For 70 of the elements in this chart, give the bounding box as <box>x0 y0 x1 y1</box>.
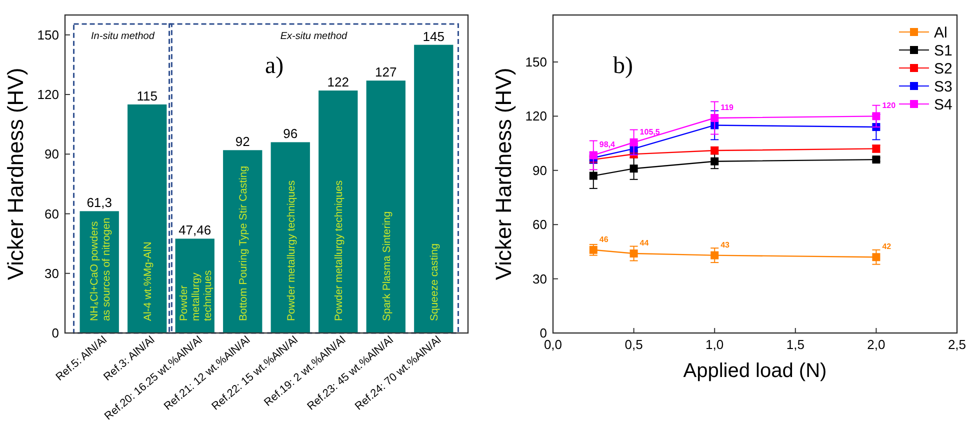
x-tick-label: 1,0 <box>706 337 724 352</box>
annotation: Bottom Pouring Type Stir Casting <box>238 166 250 321</box>
x-tick-label: 0,5 <box>624 337 643 352</box>
data-label: 43 <box>720 240 730 250</box>
bar <box>318 90 358 333</box>
legend-label: S3 <box>934 78 952 96</box>
y-axis-title: Vicker Hardness (HV) <box>491 68 516 280</box>
data-label: 127 <box>375 64 397 80</box>
point <box>589 151 598 160</box>
bar <box>414 44 454 333</box>
x-tick-label: 2,0 <box>867 337 886 352</box>
y-tick-label: 150 <box>37 27 59 42</box>
bar <box>223 150 262 333</box>
y-tick-label: 30 <box>532 271 547 286</box>
data-label: 98,4 <box>599 140 616 150</box>
point <box>710 114 719 122</box>
data-label: 120 <box>882 101 896 110</box>
y-tick-label: 120 <box>37 87 59 102</box>
point <box>630 164 638 173</box>
annotation: Powder metallurgy techniques <box>285 180 298 321</box>
y-tick-label: 120 <box>525 108 547 124</box>
x-tick-label: 2,5 <box>948 337 966 352</box>
annotation: Spark Plasma Sintering <box>380 211 393 321</box>
y-axis-title: Vicker Hardness (HV) <box>3 68 28 280</box>
y-tick-label: 90 <box>532 162 547 178</box>
annotation: Powder metallurgy techniques <box>178 270 214 321</box>
point <box>710 251 719 260</box>
annotation: Ex-situ method <box>280 31 348 42</box>
legend-label: Al <box>934 24 948 42</box>
y-tick-label: 30 <box>44 266 59 281</box>
annotation: In-situ method <box>91 31 155 42</box>
data-label: 119 <box>720 102 734 112</box>
data-label: 96 <box>283 126 298 142</box>
annotation: Powder metallurgy techniques <box>333 180 346 321</box>
y-tick-label: 90 <box>44 146 59 162</box>
data-label: 42 <box>882 242 892 252</box>
annotation: Al-4 wt.%Mg-AlN <box>142 242 154 321</box>
data-label: 92 <box>235 134 250 150</box>
legend-label: S1 <box>934 42 952 60</box>
legend-label: S2 <box>934 60 952 78</box>
data-label: 145 <box>422 28 444 44</box>
data-label: 115 <box>136 88 158 104</box>
y-tick-label: 150 <box>525 54 547 70</box>
point <box>589 246 598 254</box>
data-label: 47,46 <box>178 222 212 238</box>
x-tick-label: 1,5 <box>786 337 804 352</box>
annotation: Squeeze casting <box>428 243 441 321</box>
bar <box>270 142 310 333</box>
data-label: 122 <box>327 74 349 90</box>
bar <box>366 80 406 333</box>
point <box>710 157 719 166</box>
y-tick-label: 60 <box>44 206 59 222</box>
point <box>630 138 638 146</box>
point <box>872 253 880 262</box>
annotation: NH₄Cl+CaO powders as sources of nitrogen <box>88 218 112 321</box>
point <box>872 156 880 164</box>
point <box>872 112 880 120</box>
data-label: 46 <box>599 234 609 244</box>
point <box>630 250 638 258</box>
y-tick-label: 60 <box>532 217 547 232</box>
annotation: a) <box>265 53 284 79</box>
point <box>589 172 598 180</box>
x-axis-title: Applied load (N) <box>683 360 827 382</box>
bar <box>128 104 167 333</box>
y-tick-label: 0 <box>52 326 59 341</box>
data-label: 44 <box>640 238 650 248</box>
data-label: 61,3 <box>86 195 112 210</box>
legend-label: S4 <box>934 96 952 114</box>
annotation: b) <box>613 53 633 79</box>
data-label: 105,5 <box>640 127 660 136</box>
